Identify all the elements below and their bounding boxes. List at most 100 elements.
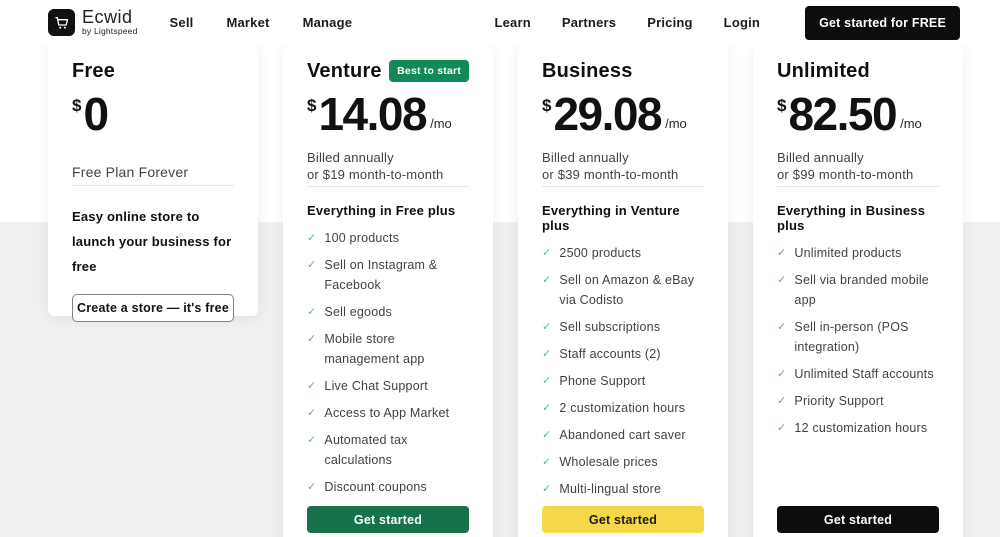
- feature-item: ✓ Phone Support: [542, 371, 704, 391]
- feature-item: ✓ Abandoned cart saver: [542, 425, 704, 445]
- plan-card-venture: Venture Best to start $ 14.08 /mo Billed…: [283, 45, 493, 537]
- divider: [777, 186, 939, 187]
- feature-item: ✓ 100 products: [307, 228, 469, 248]
- feature-item: ✓ Automated tax calculations: [307, 430, 469, 470]
- feature-item: ✓ Sell in-person (POS integration): [777, 317, 939, 357]
- create-store-button[interactable]: Create a store — it's free: [72, 294, 234, 322]
- check-icon: ✓: [542, 274, 552, 286]
- currency-symbol: $: [307, 96, 317, 115]
- check-icon: ✓: [307, 306, 317, 318]
- check-icon: ✓: [777, 274, 787, 286]
- plan-card-free: Free $ 0 Free Plan Forever Easy online s…: [48, 45, 258, 322]
- logo-byline: by Lightspeed: [82, 26, 138, 36]
- feature-item: ✓ Sell on Instagram & Facebook: [307, 255, 469, 295]
- feature-item: ✓ Unlimited Staff accounts: [777, 364, 939, 384]
- feature-item: ✓ Mobile store management app: [307, 329, 469, 369]
- nav-item-market[interactable]: Market: [226, 15, 270, 30]
- plan-price: $ 14.08 /mo: [307, 88, 452, 140]
- check-icon: ✓: [307, 380, 317, 392]
- billing-info: Billed annually or $39 month-to-month: [542, 150, 679, 182]
- feature-item: ✓ 12 customization hours: [777, 418, 939, 438]
- logo-name: Ecwid: [82, 7, 133, 27]
- check-icon: ✓: [542, 375, 552, 387]
- check-icon: ✓: [542, 429, 552, 441]
- features-list: ✓ Unlimited products ✓ Sell via branded …: [777, 243, 939, 438]
- feature-item: ✓ Multi-lingual store: [542, 479, 704, 499]
- billing-info: Billed annually or $99 month-to-month: [777, 150, 914, 182]
- check-icon: ✓: [542, 483, 552, 495]
- plan-price: $ 82.50 /mo: [777, 88, 922, 140]
- check-icon: ✓: [542, 247, 552, 259]
- get-started-business-button[interactable]: Get started: [542, 506, 704, 533]
- feature-item: ✓ Unlimited products: [777, 243, 939, 263]
- feature-item: ✓ Discount coupons: [307, 477, 469, 497]
- currency-symbol: $: [777, 96, 787, 115]
- feature-item: ✓ Sell on Amazon & eBay via Codisto: [542, 270, 704, 310]
- nav-item-login[interactable]: Login: [723, 15, 761, 30]
- check-icon: ✓: [777, 395, 787, 407]
- feature-item: ✓ Wholesale prices: [542, 452, 704, 472]
- nav-right-links: Learn Partners Pricing Login Get started…: [494, 5, 960, 40]
- feature-item: ✓ Priority Support: [777, 391, 939, 411]
- plan-description: Easy online store to launch your busines…: [72, 209, 232, 274]
- check-icon: ✓: [307, 481, 317, 493]
- features-list: ✓ 2500 products ✓ Sell on Amazon & eBay …: [542, 243, 704, 499]
- logo-text: Ecwid by Lightspeed: [82, 7, 138, 36]
- features-title: Everything in Free plus: [307, 203, 456, 218]
- divider: [72, 185, 234, 186]
- check-icon: ✓: [777, 247, 787, 259]
- divider: [542, 186, 704, 187]
- price-period: /mo: [430, 116, 452, 131]
- check-icon: ✓: [777, 368, 787, 380]
- check-icon: ✓: [307, 333, 317, 345]
- nav-item-partners[interactable]: Partners: [561, 15, 617, 30]
- pricing-cards: Free $ 0 Free Plan Forever Easy online s…: [48, 45, 963, 537]
- feature-item: ✓ Staff accounts (2): [542, 344, 704, 364]
- check-icon: ✓: [777, 422, 787, 434]
- plan-card-business: Business $ 29.08 /mo Billed annually or …: [518, 45, 728, 537]
- nav-item-manage[interactable]: Manage: [302, 15, 353, 30]
- feature-item: ✓ Sell subscriptions: [542, 317, 704, 337]
- check-icon: ✓: [307, 259, 317, 271]
- feature-item: ✓ Live Chat Support: [307, 376, 469, 396]
- check-icon: ✓: [542, 456, 552, 468]
- check-icon: ✓: [777, 321, 787, 333]
- nav-item-pricing[interactable]: Pricing: [647, 15, 693, 30]
- check-icon: ✓: [542, 402, 552, 414]
- features-title: Everything in Business plus: [777, 203, 926, 233]
- nav-item-learn[interactable]: Learn: [494, 15, 531, 30]
- get-started-venture-button[interactable]: Get started: [307, 506, 469, 533]
- plan-name: Business: [542, 60, 633, 82]
- features-title: Everything in Venture plus: [542, 203, 680, 233]
- plan-name: Unlimited: [777, 60, 870, 82]
- check-icon: ✓: [542, 321, 552, 333]
- plan-card-unlimited: Unlimited $ 82.50 /mo Billed annually or…: [753, 45, 963, 537]
- plan-price: $ 0: [72, 88, 109, 140]
- get-started-free-button[interactable]: Get started for FREE: [805, 5, 960, 40]
- feature-item: ✓ Sell egoods: [307, 302, 469, 322]
- feature-item: ✓ Access to App Market: [307, 403, 469, 423]
- currency-symbol: $: [542, 96, 552, 115]
- feature-item: ✓ Sell via branded mobile app: [777, 270, 939, 310]
- price-period: /mo: [665, 116, 687, 131]
- plan-tagline: Free Plan Forever: [72, 164, 189, 180]
- feature-item: ✓ 2500 products: [542, 243, 704, 263]
- check-icon: ✓: [542, 348, 552, 360]
- price-period: /mo: [900, 116, 922, 131]
- check-icon: ✓: [307, 434, 317, 446]
- best-to-start-badge: Best to start: [389, 60, 469, 82]
- plan-name: Venture: [307, 60, 382, 82]
- check-icon: ✓: [307, 232, 317, 244]
- divider: [307, 186, 469, 187]
- nav-item-sell[interactable]: Sell: [169, 15, 194, 30]
- plan-price: $ 29.08 /mo: [542, 88, 687, 140]
- features-list: ✓ 100 products ✓ Sell on Instagram & Fac…: [307, 228, 469, 524]
- feature-item: ✓ 2 customization hours: [542, 398, 704, 418]
- ecwid-logo[interactable]: Ecwid by Lightspeed: [48, 7, 138, 36]
- get-started-unlimited-button[interactable]: Get started: [777, 506, 939, 533]
- currency-symbol: $: [72, 96, 82, 115]
- top-nav: Ecwid by Lightspeed Sell Market Manage L…: [0, 0, 1000, 45]
- check-icon: ✓: [307, 407, 317, 419]
- nav-left-links: Sell Market Manage: [170, 15, 353, 30]
- plan-name: Free: [72, 60, 116, 82]
